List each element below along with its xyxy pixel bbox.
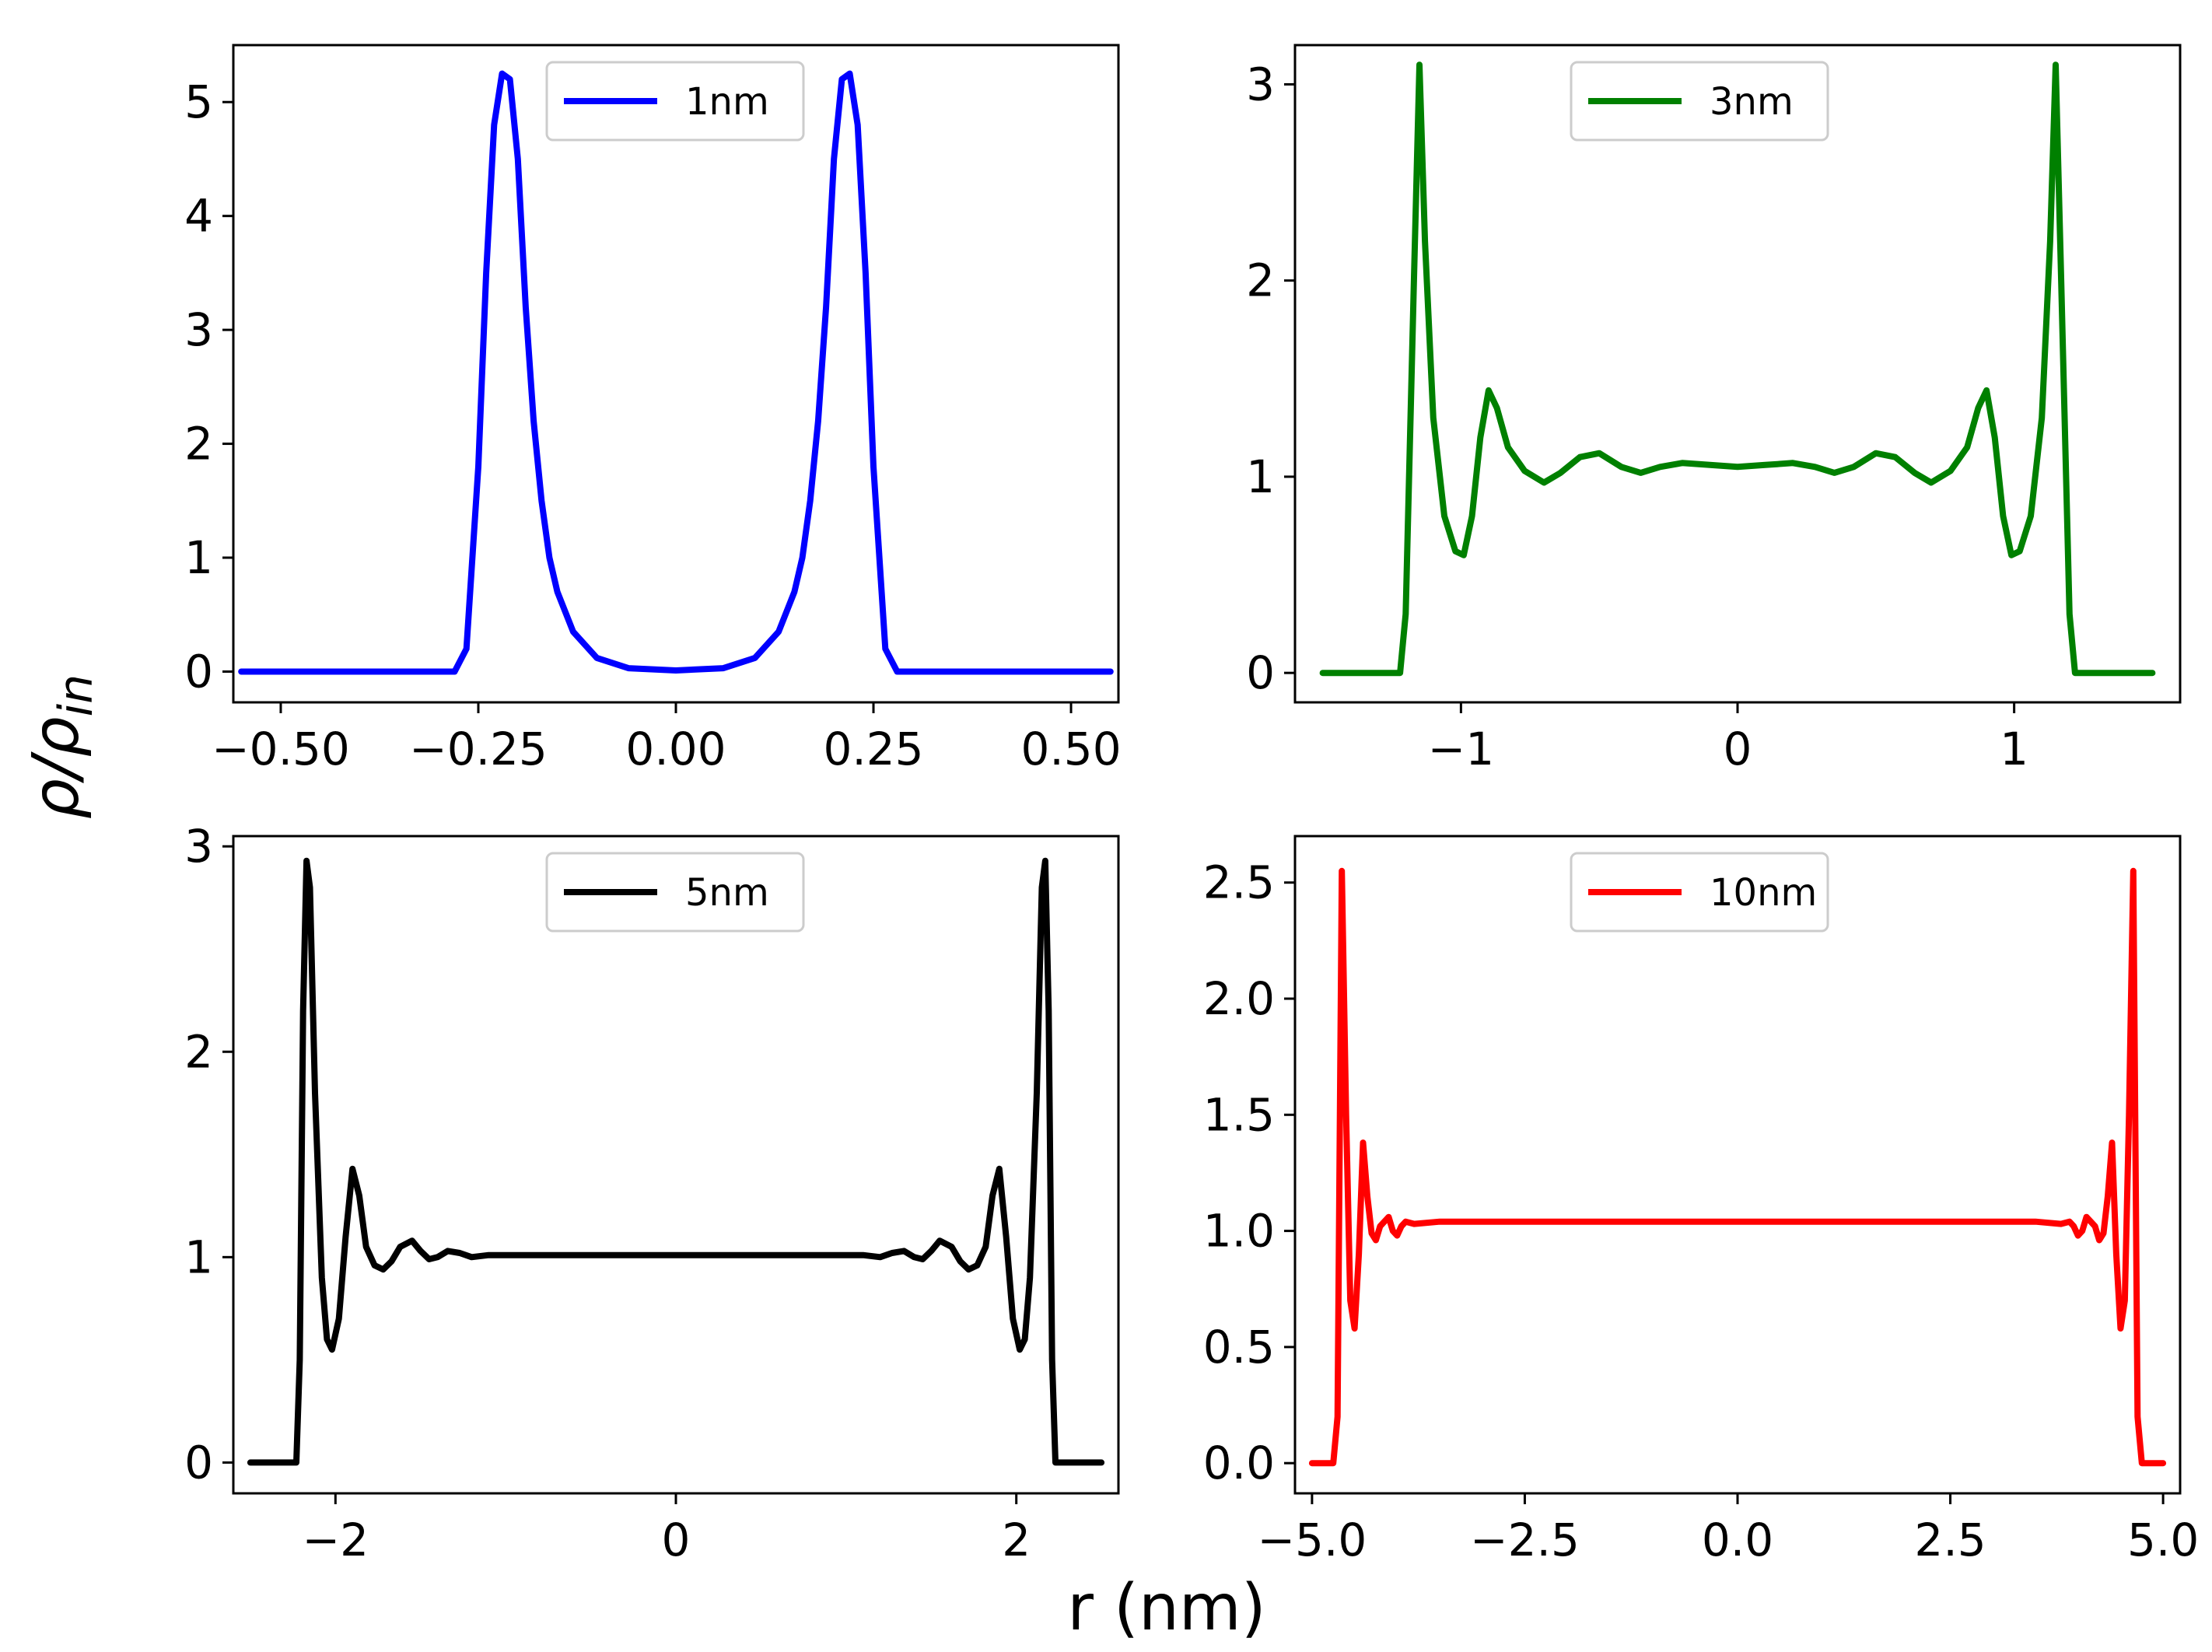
axes-frame [232,835,1120,1495]
legend-box [1570,852,1829,933]
y-tick-label: 3 [184,303,213,356]
legend: 10nm [1570,852,1829,933]
y-tick-label: 0.5 [1203,1321,1275,1374]
y-tick-label: 1.0 [1203,1205,1275,1258]
y-tick-label: 0 [1246,646,1275,699]
axes-frame [232,44,1120,704]
legend: 5nm [545,852,805,933]
subplot-10nm: −5.0 −2.5 0.0 2.5 5.0 0.0 0.5 1.0 1.5 2.0 2.5 10nm [1203,835,2199,1566]
y-tick-label: 2.5 [1203,856,1275,909]
x-tick-label: 0.0 [1702,1514,1773,1566]
y-tick-label: 2 [184,418,213,471]
y-axis-title: ρ/ρin [19,674,103,819]
series-line-10nm [1308,867,2167,1467]
legend: 1nm [545,61,805,142]
x-tick-label: 0.00 [625,723,726,775]
legend-label: 5nm [685,871,769,915]
x-tick-label: −1 [1428,723,1495,775]
legend-box [545,61,805,142]
legend-label: 10nm [1710,871,1817,915]
y-tick-label: 5 [184,75,213,128]
subplot-3nm: −1 0 1 0 1 2 3 3nm [1246,44,2182,775]
y-tick-label: 1.5 [1203,1088,1275,1141]
x-tick-label: −5.0 [1257,1514,1367,1566]
legend-label: 1nm [685,80,769,124]
y-tick-label: 2 [1246,254,1275,307]
y-tick-label: 1 [184,531,213,584]
x-tick-label: 0.50 [1020,723,1121,775]
y-tick-label: 2 [184,1025,213,1078]
axes-frame [1293,44,2182,704]
y-tick-label: 3 [1246,58,1275,110]
legend-label: 3nm [1710,80,1794,124]
x-tick-label: 0 [662,1514,691,1566]
axes-frame [1293,835,2182,1495]
x-tick-label: −0.25 [409,723,548,775]
y-tick-label: 2.0 [1203,972,1275,1025]
x-tick-label: −0.50 [212,723,350,775]
subplot-5nm: −2 0 2 0 1 2 3 5nm [184,820,1120,1566]
x-tick-label: 1 [2000,723,2028,775]
x-tick-label: 2 [1002,1514,1031,1566]
legend-box [545,852,805,933]
x-tick-label: −2.5 [1470,1514,1580,1566]
subplot-1nm: −0.50 −0.25 0.00 0.25 0.50 0 1 2 3 4 5 1nm [184,44,1122,775]
series-line-3nm [1319,61,2156,677]
x-tick-label: 0 [1724,723,1752,775]
legend: 3nm [1570,61,1829,142]
x-tick-label: −2 [303,1514,369,1566]
x-axis-title: r (nm) [1067,1571,1266,1645]
x-tick-label: 2.5 [1914,1514,1986,1566]
y-tick-label: 3 [184,820,213,873]
y-tick-label: 0 [184,1436,213,1489]
y-tick-label: 1 [184,1230,213,1283]
y-tick-label: 4 [184,190,213,243]
x-tick-label: 5.0 [2127,1514,2199,1566]
series-line-5nm [247,857,1105,1466]
legend-box [1570,61,1829,142]
x-tick-label: 0.25 [823,723,923,775]
series-line-1nm [238,70,1114,675]
y-tick-label: 0.0 [1203,1437,1275,1489]
y-tick-label: 1 [1246,450,1275,503]
y-tick-label: 0 [184,645,213,698]
